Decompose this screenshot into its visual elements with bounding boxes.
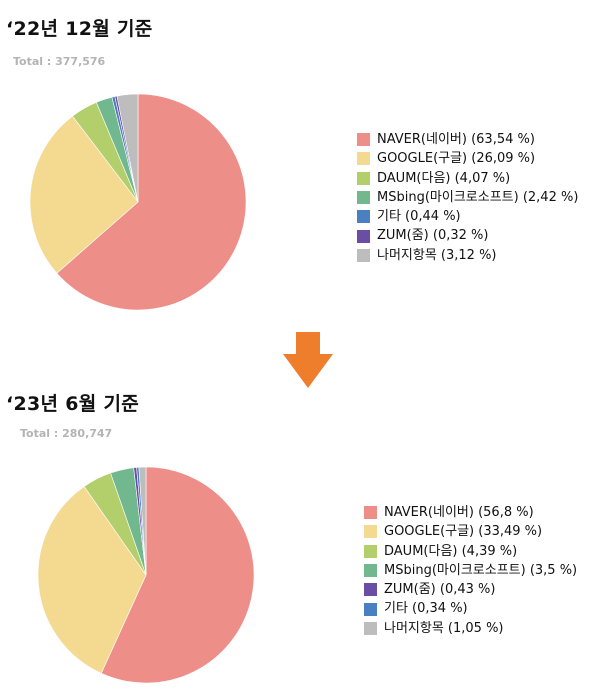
chart-1-title: ‘22년 12월 기준 xyxy=(6,18,153,40)
chart-1-pie xyxy=(29,93,247,311)
legend-swatch xyxy=(364,564,377,578)
legend-label: GOOGLE(구글) (26,09 %) xyxy=(377,151,536,167)
legend-label: NAVER(네이버) (63,54 %) xyxy=(377,132,535,147)
chart-2-legend: NAVER(네이버) (56,8 %) GOOGLE(구글) (33,49 %) D… xyxy=(364,503,577,638)
legend-swatch xyxy=(364,621,377,635)
legend-swatch xyxy=(364,583,377,597)
legend-label: ZUM(줌) (0,43 %) xyxy=(384,582,496,598)
legend-label: 나머지항목 (1,05 %) xyxy=(384,620,504,636)
chart-2-title: ‘23년 6월 기준 xyxy=(6,393,140,415)
legend-label: MSbing(마이크로소프트) (3,5 %) xyxy=(384,562,578,578)
legend-item: 기타 (0,44 %) xyxy=(357,207,578,226)
legend-swatch xyxy=(357,171,370,185)
legend-item: NAVER(네이버) (56,8 %) xyxy=(364,503,577,522)
legend-swatch xyxy=(357,210,370,224)
legend-item: 나머지항목 (1,05 %) xyxy=(364,619,577,638)
chart-1-legend: NAVER(네이버) (63,54 %) GOOGLE(구글) (26,09 %)… xyxy=(357,130,578,265)
legend-item: ZUM(줌) (0,43 %) xyxy=(364,580,577,599)
chart-2-pie xyxy=(37,466,255,684)
legend-swatch xyxy=(357,248,370,262)
pie-slice-1-0 xyxy=(56,93,247,311)
legend-swatch xyxy=(364,525,377,539)
down-arrow-icon xyxy=(283,332,333,388)
pie-slice-2-1 xyxy=(37,486,147,674)
legend-label: DAUM(다음) (4,39 %) xyxy=(384,543,518,559)
legend-item: GOOGLE(구글) (26,09 %) xyxy=(357,149,578,168)
legend-label: DAUM(다음) (4,07 %) xyxy=(377,170,511,186)
legend-label: 기타 (0,34 %) xyxy=(384,601,468,617)
legend-item: MSbing(마이크로소프트) (3,5 %) xyxy=(364,561,577,580)
legend-swatch xyxy=(357,229,370,243)
legend-item: 기타 (0,34 %) xyxy=(364,599,577,618)
pie-slice-2-6 xyxy=(138,466,147,576)
chart-1-total: Total : 377,576 xyxy=(13,55,106,68)
legend-item: 나머지항목 (3,12 %) xyxy=(357,246,578,265)
legend-label: ZUM(줌) (0,32 %) xyxy=(377,228,489,244)
legend-item: DAUM(다음) (4,07 %) xyxy=(357,169,578,188)
legend-item: GOOGLE(구글) (33,49 %) xyxy=(364,522,577,541)
chart-2-total: Total : 280,747 xyxy=(20,427,113,440)
legend-item: NAVER(네이버) (63,54 %) xyxy=(357,130,578,149)
pie-slice-2-0 xyxy=(100,466,255,684)
legend-item: ZUM(줌) (0,32 %) xyxy=(357,226,578,245)
legend-label: GOOGLE(구글) (33,49 %) xyxy=(384,524,543,540)
legend-swatch xyxy=(364,544,377,558)
legend-swatch xyxy=(357,152,370,166)
legend-label: 기타 (0,44 %) xyxy=(377,209,461,225)
legend-swatch xyxy=(364,602,377,616)
legend-item: MSbing(마이크로소프트) (2,42 %) xyxy=(357,188,578,207)
legend-label: NAVER(네이버) (56,8 %) xyxy=(384,505,534,520)
legend-swatch xyxy=(357,191,370,205)
legend-item: DAUM(다음) (4,39 %) xyxy=(364,542,577,561)
pie-slice-1-1 xyxy=(29,115,139,274)
legend-label: 나머지항목 (3,12 %) xyxy=(377,247,497,263)
legend-swatch xyxy=(357,133,370,147)
legend-label: MSbing(마이크로소프트) (2,42 %) xyxy=(377,189,579,205)
legend-swatch xyxy=(364,506,377,520)
pie-slice-1-6 xyxy=(116,93,139,203)
